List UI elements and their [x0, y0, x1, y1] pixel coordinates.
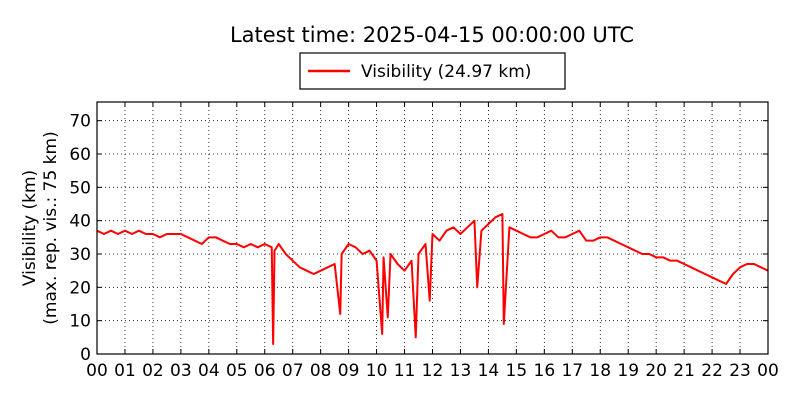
y-axis-label-line-2: (max. rep. vis.: 75 km) — [41, 131, 61, 324]
x-tick-label: 20 — [645, 361, 667, 381]
y-axis-label-line-1: Visibility (km) — [20, 170, 40, 286]
x-tick-label: 17 — [561, 361, 583, 381]
y-tick-label: 20 — [69, 278, 91, 298]
x-tick-label: 12 — [422, 361, 444, 381]
x-tick-label: 05 — [226, 361, 248, 381]
x-tick-label: 21 — [673, 361, 695, 381]
x-tick-label: 19 — [617, 361, 639, 381]
x-tick-label: 00 — [86, 361, 108, 381]
x-tick-label: 01 — [114, 361, 136, 381]
y-tick-label: 70 — [69, 112, 91, 132]
x-tick-label: 15 — [506, 361, 528, 381]
chart-title: Latest time: 2025-04-15 00:00:00 UTC — [230, 23, 634, 47]
x-tick-label: 06 — [254, 361, 276, 381]
x-tick-label: 14 — [478, 361, 500, 381]
y-tick-labels: 0 10 20 30 40 50 60 70 — [69, 112, 91, 365]
legend: Visibility (24.97 km) — [299, 52, 566, 90]
y-tick-label: 0 — [80, 345, 91, 365]
y-tick-label: 40 — [69, 212, 91, 232]
legend-label: Visibility (24.97 km) — [361, 62, 531, 82]
x-tick-labels: 00 01 02 03 04 05 06 07 08 09 10 11 12 13 14 15 16 17 18 19… — [86, 361, 779, 381]
x-tick-label: 02 — [142, 361, 164, 381]
x-tick-label: 13 — [450, 361, 472, 381]
x-tick-label: 16 — [534, 361, 556, 381]
x-tick-label: 11 — [394, 361, 416, 381]
y-tick-label: 50 — [69, 178, 91, 198]
x-tick-label: 00 — [757, 361, 779, 381]
y-tick-label: 60 — [69, 145, 91, 165]
plot-frame — [96, 101, 769, 355]
x-tick-label: 04 — [198, 361, 220, 381]
x-tick-label: 08 — [310, 361, 332, 381]
x-tick-label: 22 — [701, 361, 723, 381]
x-tick-label: 07 — [282, 361, 304, 381]
x-tick-label: 09 — [338, 361, 360, 381]
x-tick-label: 18 — [589, 361, 611, 381]
visibility-series-line — [96, 213, 769, 345]
x-tick-label: 23 — [729, 361, 751, 381]
x-tick-label: 10 — [366, 361, 388, 381]
x-tick-label: 03 — [170, 361, 192, 381]
y-tick-label: 30 — [69, 245, 91, 265]
y-tick-label: 10 — [69, 312, 91, 332]
